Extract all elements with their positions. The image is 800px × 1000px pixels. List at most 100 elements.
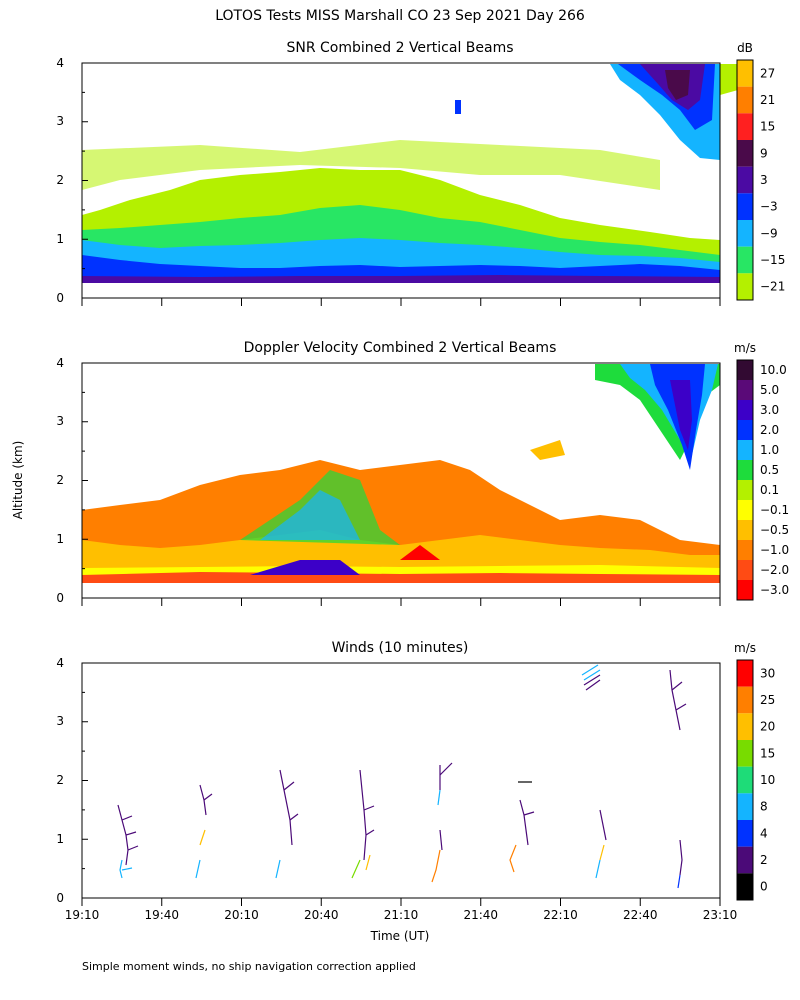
colorbar-0-label-4: 3	[760, 173, 768, 187]
colorbar-0-swatch-8	[737, 273, 753, 300]
snr-ytick-1: 1	[56, 232, 64, 246]
doppler-panel: Doppler Velocity Combined 2 Vertical Bea…	[56, 340, 789, 605]
colorbar-0-label-8: −21	[760, 280, 785, 294]
doppler-ytick-3: 3	[56, 414, 64, 428]
colorbar-1-label-7: −0.1	[760, 503, 789, 517]
doppler-y-ticks: 0 1 2 3 4	[56, 356, 88, 605]
winds-colorbar-unit: m/s	[734, 641, 756, 655]
xtick-label-3: 20:40	[304, 908, 339, 922]
colorbar-1-swatch-3	[737, 420, 753, 440]
doppler-data-field	[82, 364, 720, 583]
time-axis-ticks: 19:10 19:40 20:10 20:40 21:10 21:40 22:10 22:40…	[65, 298, 738, 922]
snr-colorbar: dB 27 21 15 9 3 −3 −9 −15 −21	[736, 41, 785, 301]
colorbar-2-label-0: 30	[760, 666, 775, 680]
winds-title: Winds (10 minutes)	[332, 640, 469, 656]
colorbar-2-swatch-8	[737, 873, 753, 900]
doppler-colorbar-unit: m/s	[734, 341, 756, 355]
colorbar-0-swatch-6	[737, 220, 753, 247]
main-title: LOTOS Tests MISS Marshall CO 23 Sep 2021…	[215, 8, 585, 24]
colorbar-0-label-3: 9	[760, 146, 768, 160]
xtick-label-7: 22:40	[623, 908, 658, 922]
colorbar-0-swatch-7	[737, 246, 753, 274]
winds-ytick-1: 1	[56, 832, 64, 846]
xtick-label-5: 21:40	[463, 908, 498, 922]
xtick-label-8: 23:10	[703, 908, 738, 922]
colorbar-1-swatch-9	[737, 540, 753, 560]
winds-ytick-0: 0	[56, 891, 64, 905]
colorbar-1-label-11: −3.0	[760, 583, 789, 597]
colorbar-2-label-2: 20	[760, 720, 775, 734]
winds-panel: Winds (10 minutes)	[56, 298, 775, 922]
colorbar-1-label-6: 0.1	[760, 483, 779, 497]
colorbar-0-label-5: −3	[760, 200, 778, 214]
colorbar-2-label-7: 2	[760, 853, 768, 867]
colorbar-0-label-2: 15	[760, 120, 775, 134]
colorbar-2-swatch-0	[737, 660, 753, 687]
colorbar-1-label-2: 3.0	[760, 403, 779, 417]
colorbar-1-label-5: 0.5	[760, 463, 779, 477]
colorbar-2-frame	[736, 659, 754, 901]
colorbar-1-swatch-8	[737, 520, 753, 540]
doppler-ytick-2: 2	[56, 473, 64, 487]
colorbar-2-swatch-2	[737, 713, 753, 740]
colorbar-1-swatch-11	[737, 580, 753, 600]
snr-ytick-4: 4	[56, 56, 64, 70]
wind-barbs	[117, 664, 687, 889]
colorbar-1-swatch-10	[737, 560, 753, 580]
colorbar-0-label-1: 21	[760, 93, 775, 107]
colorbar-2-swatch-6	[737, 820, 753, 847]
y-axis-label: Altitude (km)	[11, 441, 25, 520]
colorbar-0-swatch-5	[737, 193, 753, 220]
doppler-colorbar: m/s 10.0 5.0 3.0 2.0 1.0 0.5 0.1 −0.1 −0.5 −1.0 −2…	[734, 341, 789, 601]
colorbar-2-swatch-5	[737, 793, 753, 820]
doppler-title: Doppler Velocity Combined 2 Vertical Bea…	[244, 340, 557, 356]
snr-title: SNR Combined 2 Vertical Beams	[286, 40, 513, 56]
x-axis-label: Time (UT)	[370, 929, 430, 943]
colorbar-1-swatch-2	[737, 400, 753, 420]
colorbar-1-swatch-7	[737, 500, 753, 520]
xtick-label-1: 19:40	[144, 908, 179, 922]
colorbar-2-label-8: 0	[760, 880, 768, 894]
colorbar-0-swatch-2	[737, 113, 753, 140]
footer-note: Simple moment winds, no ship navigation …	[82, 960, 416, 973]
colorbar-2-label-3: 15	[760, 746, 775, 760]
winds-y-ticks: 0 1 2 3 4	[56, 656, 88, 905]
colorbar-1-label-9: −1.0	[760, 543, 789, 557]
snr-colorbar-unit: dB	[737, 41, 753, 55]
colorbar-1-label-10: −2.0	[760, 563, 789, 577]
colorbar-1-swatch-1	[737, 380, 753, 400]
winds-frame	[81, 662, 721, 899]
colorbar-1-swatch-6	[737, 480, 753, 500]
colorbar-2-label-1: 25	[760, 693, 775, 707]
colorbar-1-label-0: 10.0	[760, 363, 787, 377]
colorbar-1-label-3: 2.0	[760, 423, 779, 437]
snr-ytick-3: 3	[56, 114, 64, 128]
colorbar-0-frame	[736, 59, 754, 301]
colorbar-0-swatch-1	[737, 86, 753, 114]
xtick-label-2: 20:10	[224, 908, 259, 922]
colorbar-0-label-6: −9	[760, 226, 778, 240]
colorbar-1-swatch-5	[737, 460, 753, 480]
colorbar-2-swatch-1	[737, 686, 753, 714]
colorbar-2-label-4: 10	[760, 773, 775, 787]
colorbar-1-label-8: −0.5	[760, 523, 789, 537]
colorbar-0-label-7: −15	[760, 253, 785, 267]
colorbar-2-swatch-4	[737, 766, 753, 794]
xtick-label-6: 22:10	[543, 908, 578, 922]
snr-panel: SNR Combined 2 Vertical Beams 0 1 2 3 4 …	[56, 40, 785, 305]
colorbar-0-swatch-0	[737, 60, 753, 87]
colorbar-0-label-0: 27	[760, 66, 775, 80]
xtick-label-4: 21:10	[384, 908, 419, 922]
snr-y-ticks: 0 1 2 3 4	[56, 56, 88, 305]
colorbar-1-swatch-0	[737, 360, 753, 380]
doppler-ytick-1: 1	[56, 532, 64, 546]
colorbar-2-label-5: 8	[760, 800, 768, 814]
colorbar-1-label-4: 1.0	[760, 443, 779, 457]
colorbar-0-swatch-4	[737, 166, 753, 194]
winds-ytick-4: 4	[56, 656, 64, 670]
colorbar-1-swatch-4	[737, 440, 753, 460]
winds-ytick-3: 3	[56, 714, 64, 728]
snr-ytick-0: 0	[56, 291, 64, 305]
